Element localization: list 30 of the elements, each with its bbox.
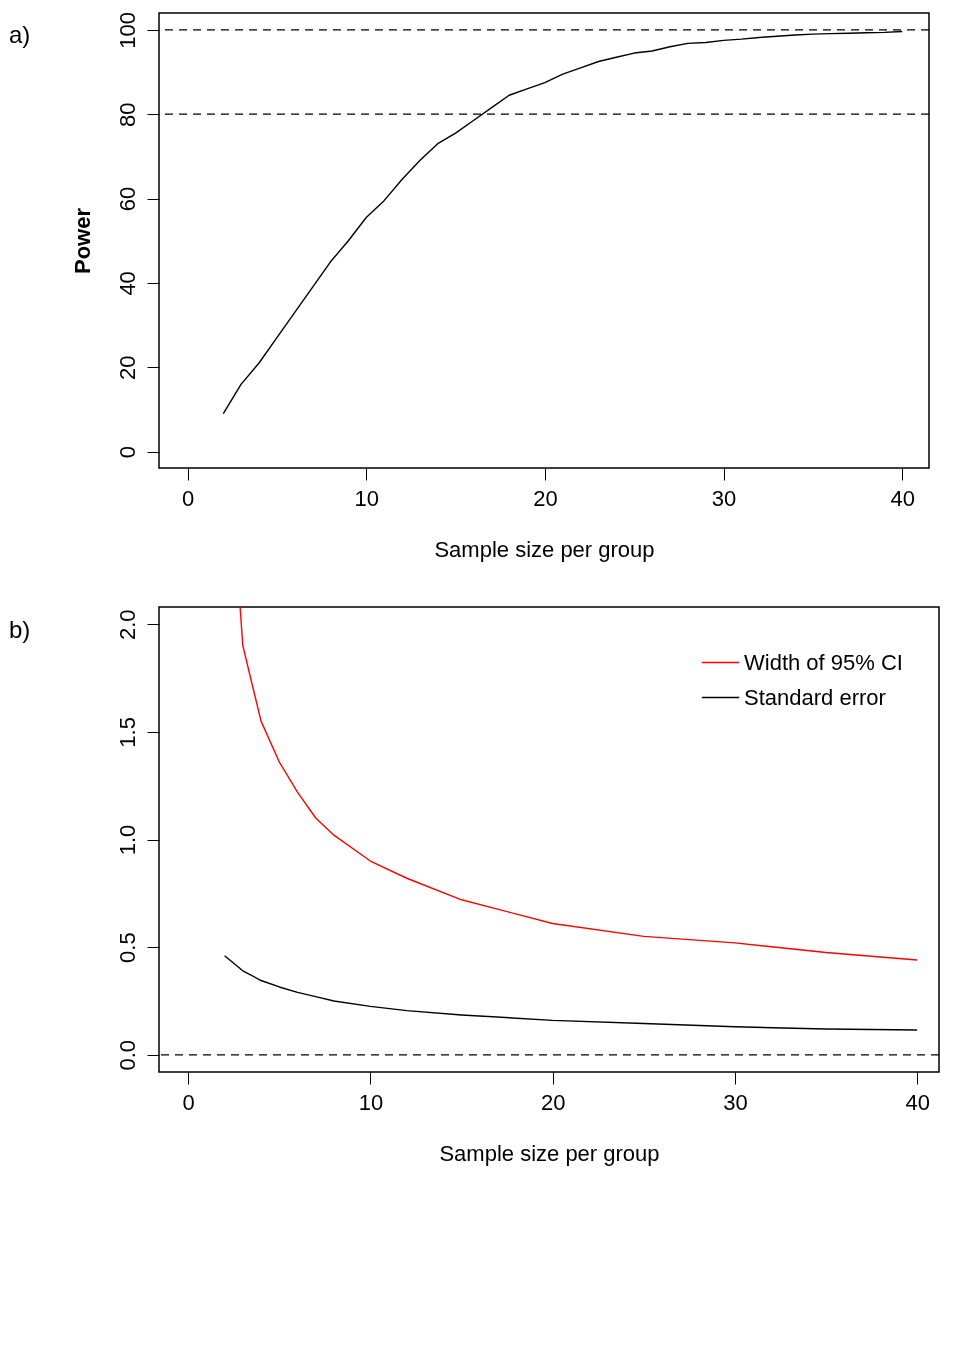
x-axis-title: Sample size per group [439,1140,660,1166]
x-tick-label: 10 [354,485,379,511]
y-tick-label: 1.5 [114,717,140,748]
y-tick-label: 20 [114,355,140,380]
y-tick-label: 1.0 [114,824,140,856]
legend-label: Standard error [744,684,886,710]
x-tick-label: 10 [358,1089,384,1115]
legend-label: Width of 95% CI [744,649,903,675]
y-axis-title: Power [69,207,95,275]
line-series [223,955,918,1031]
x-tick-label: 30 [711,485,737,511]
y-tick-label: 0.5 [114,932,140,963]
x-tick-label: 30 [723,1089,748,1115]
y-tick-label: 2.0 [114,609,140,641]
x-axis-title: Sample size per group [434,536,655,562]
chart-title: b) [9,616,31,643]
x-tick-label: 0 [181,485,195,511]
y-tick-label: 80 [114,102,140,127]
y-tick-label: 0 [114,445,140,459]
x-tick-label: 20 [533,485,558,511]
x-tick-label: 40 [890,485,915,511]
x-tick-label: 0 [182,1089,195,1115]
y-tick-label: 40 [114,271,140,296]
line-series [239,607,918,961]
x-tick-label: 20 [540,1089,566,1115]
y-tick-label: 100 [114,12,140,49]
x-tick-label: 40 [905,1089,930,1115]
y-tick-label: 0.0 [114,1039,140,1071]
chart-title: a) [9,20,31,48]
y-tick-label: 60 [114,186,140,212]
